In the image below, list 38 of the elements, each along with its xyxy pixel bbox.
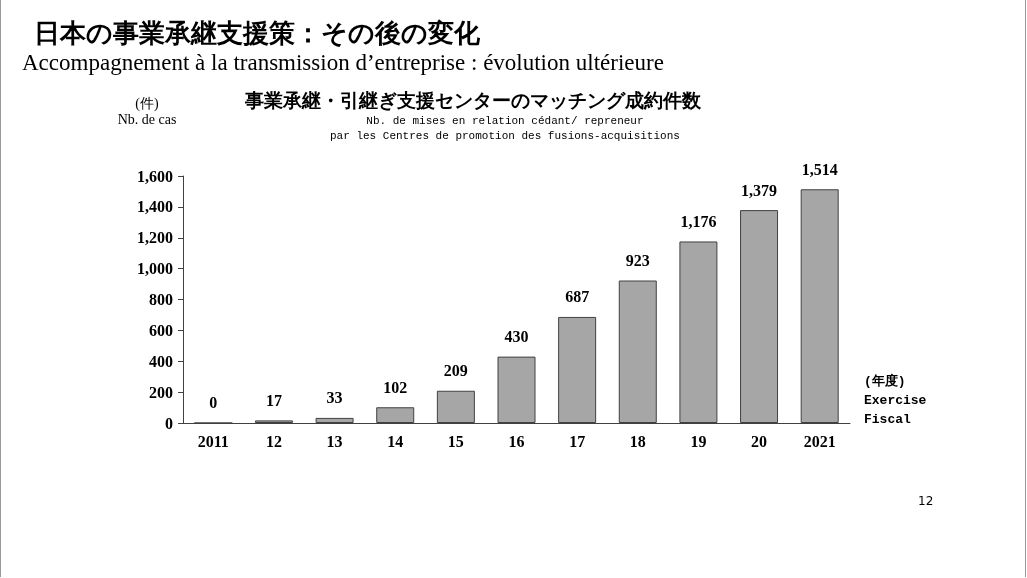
- data-label: 1,514: [801, 160, 838, 178]
- x-tick-label: 12: [265, 432, 282, 450]
- y-tick-label: 200: [149, 383, 173, 401]
- data-label: 923: [625, 252, 650, 270]
- data-label: 687: [565, 288, 590, 306]
- y-tick-label: 0: [165, 414, 173, 432]
- x-tick-label: 17: [569, 432, 586, 450]
- text: 12: [918, 494, 934, 508]
- y-tick-label: 1,600: [137, 167, 173, 185]
- y-axis-title: (件) Nb. de cas: [116, 96, 178, 128]
- x-tick-label: 2011: [197, 432, 229, 450]
- data-label: 102: [383, 378, 408, 396]
- y-tick-label: 800: [149, 291, 173, 308]
- text: 事業承継・引継ぎ支援センターのマッチング成約件数: [245, 88, 701, 113]
- x-tick-label: 18: [629, 432, 646, 450]
- x-tick-label: 14: [387, 432, 404, 450]
- x-axis-title: (年度) Exercise Fiscal: [864, 372, 927, 429]
- data-label: 17: [265, 391, 282, 409]
- y-tick-label: 1,200: [137, 229, 173, 247]
- data-label: 1,379: [741, 181, 778, 199]
- data-label: 0: [209, 394, 218, 411]
- x-tick-label: 15: [447, 432, 464, 450]
- x-tick-label: 2021: [803, 432, 836, 450]
- text: Nb. de mises en relation cédant/ repreneur par les Centres de promotion des fusions-acquisitions: [330, 114, 680, 144]
- data-label: 33: [326, 389, 343, 407]
- x-tick-label: 16: [508, 432, 525, 450]
- chart-title: 日本の事業承継支援策：その後の変化: [34, 17, 480, 50]
- data-label: 430: [504, 328, 529, 346]
- x-tick-label: 13: [326, 432, 343, 450]
- x-tick-label: 19: [690, 432, 707, 450]
- data-label: 1,176: [680, 212, 717, 230]
- y-tick-label: 1,400: [137, 198, 173, 216]
- y-tick-label: 1,000: [137, 260, 173, 278]
- y-tick-label: 400: [149, 352, 173, 370]
- x-tick-label: 20: [751, 432, 768, 450]
- chart-subtitle: Accompagnement à la transmission d’entreprise : évolution ultérieure: [22, 50, 664, 76]
- y-tick-label: 600: [149, 321, 173, 339]
- data-label: 209: [443, 362, 468, 380]
